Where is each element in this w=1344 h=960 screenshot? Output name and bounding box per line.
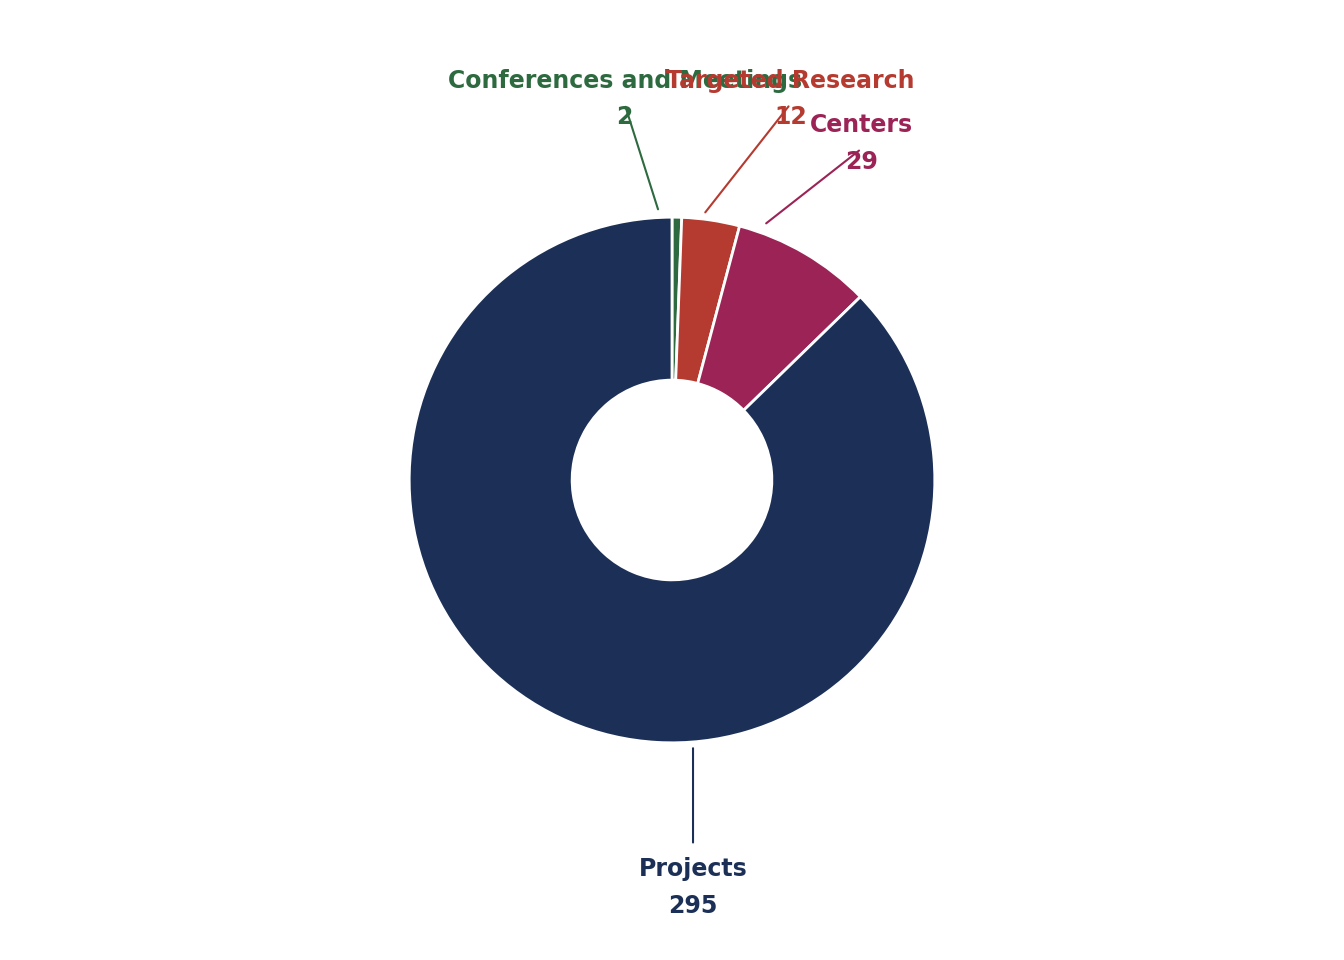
Text: Conferences and Meetings: Conferences and Meetings <box>448 68 802 92</box>
Text: Centers: Centers <box>809 113 913 137</box>
Wedge shape <box>672 217 681 380</box>
Text: Targeted Research: Targeted Research <box>667 68 914 92</box>
Text: Projects: Projects <box>638 857 747 881</box>
Text: 29: 29 <box>845 150 878 174</box>
Text: 2: 2 <box>617 106 633 130</box>
Text: 295: 295 <box>668 894 718 918</box>
Wedge shape <box>698 226 860 410</box>
Wedge shape <box>409 217 935 743</box>
Wedge shape <box>676 217 739 383</box>
Text: 12: 12 <box>774 106 806 130</box>
